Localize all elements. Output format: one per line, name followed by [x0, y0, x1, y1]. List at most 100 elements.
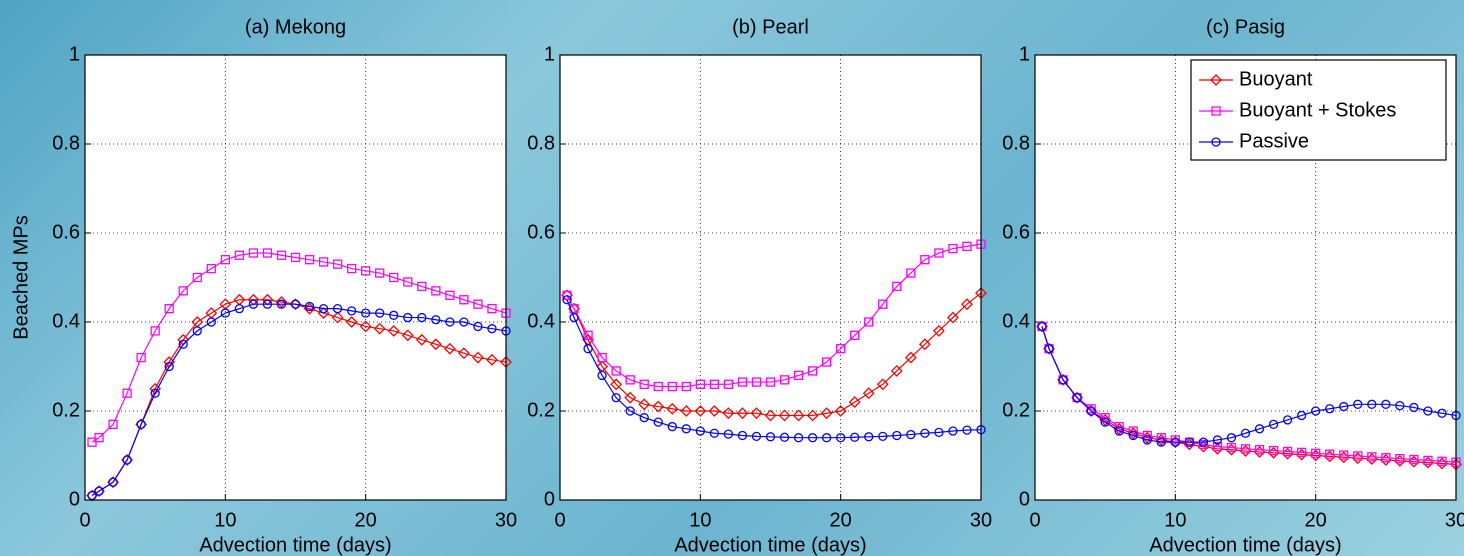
series-line [91, 252, 507, 443]
marker [1296, 447, 1307, 458]
series-line [1041, 326, 1457, 443]
y-tick-label: 0 [544, 488, 555, 510]
marker [375, 308, 385, 318]
y-tick-label: 0.6 [1002, 221, 1030, 243]
marker [429, 338, 442, 351]
marker [1100, 417, 1110, 427]
marker [848, 396, 861, 409]
marker [276, 250, 287, 260]
marker [695, 379, 705, 389]
marker [375, 268, 385, 278]
marker [389, 272, 399, 283]
marker [694, 405, 707, 417]
marker [192, 272, 202, 283]
marker [136, 352, 146, 363]
marker [610, 378, 623, 391]
x-axis-label: Advection time (days) [199, 534, 391, 556]
marker [459, 317, 469, 327]
marker [751, 377, 762, 387]
marker [457, 347, 470, 360]
marker [1099, 413, 1112, 426]
marker [345, 316, 358, 328]
marker [850, 330, 860, 341]
marker [304, 255, 315, 265]
marker [667, 381, 677, 392]
marker [836, 433, 846, 443]
y-tick-label: 0.2 [1002, 399, 1030, 421]
x-tick-label: 0 [79, 509, 90, 531]
marker [415, 333, 428, 346]
marker [1353, 451, 1363, 461]
marker [262, 299, 273, 309]
marker [108, 419, 118, 430]
y-tick-label: 0.8 [1002, 132, 1030, 154]
x-tick-label: 20 [1305, 509, 1327, 531]
y-tick-label: 1 [1019, 43, 1030, 65]
x-tick-label: 10 [1164, 509, 1186, 531]
marker [1353, 399, 1363, 409]
marker [834, 405, 847, 417]
marker [1156, 437, 1166, 447]
marker [1423, 406, 1433, 416]
marker [1128, 430, 1138, 441]
marker [248, 299, 259, 309]
marker [920, 255, 930, 265]
legend-label: Buoyant [1239, 68, 1313, 90]
marker [737, 377, 748, 387]
marker [878, 431, 888, 442]
marker [234, 250, 245, 260]
plot-frame [84, 54, 507, 501]
marker [304, 301, 315, 312]
marker [864, 317, 874, 327]
x-tick-label: 0 [554, 509, 565, 531]
marker [459, 295, 469, 305]
marker [1072, 392, 1082, 403]
legend: Buoyant Buoyant + Stokes Passive [1190, 59, 1447, 161]
marker [1282, 415, 1293, 425]
marker [1395, 401, 1405, 411]
marker [961, 298, 973, 311]
marker [94, 433, 104, 443]
x-tick-label: 30 [495, 509, 517, 531]
marker [583, 330, 593, 341]
marker [417, 312, 427, 323]
marker [431, 286, 441, 296]
x-tick-label: 20 [830, 509, 852, 531]
marker [1296, 410, 1307, 421]
marker [473, 299, 483, 309]
marker [765, 432, 776, 442]
marker [1311, 448, 1321, 458]
marker [1170, 437, 1180, 447]
marker [108, 477, 118, 487]
series-line [566, 243, 982, 388]
marker [821, 433, 832, 443]
marker [918, 338, 931, 351]
marker [206, 317, 216, 327]
marker [750, 407, 763, 420]
marker [403, 277, 413, 287]
marker [248, 248, 259, 258]
marker [904, 351, 917, 364]
legend-label: Buoyant + Stokes [1239, 99, 1396, 121]
legend-marker [1211, 137, 1221, 147]
y-axis-label: Beached MPs [10, 215, 32, 340]
marker [962, 425, 972, 435]
marker [346, 306, 357, 316]
marker [765, 377, 776, 387]
marker [122, 455, 132, 465]
marker [1226, 433, 1237, 443]
marker [1367, 399, 1377, 409]
marker [1212, 441, 1223, 452]
marker [862, 387, 875, 400]
marker [1423, 455, 1433, 466]
marker [778, 409, 791, 422]
marker [793, 433, 804, 443]
x-tick-label: 0 [1029, 509, 1040, 531]
marker [562, 290, 572, 300]
marker [569, 312, 579, 323]
marker [403, 312, 413, 323]
y-tick-label: 0.4 [527, 310, 555, 332]
marker [793, 370, 804, 381]
marker [94, 486, 104, 496]
marker [359, 320, 372, 333]
